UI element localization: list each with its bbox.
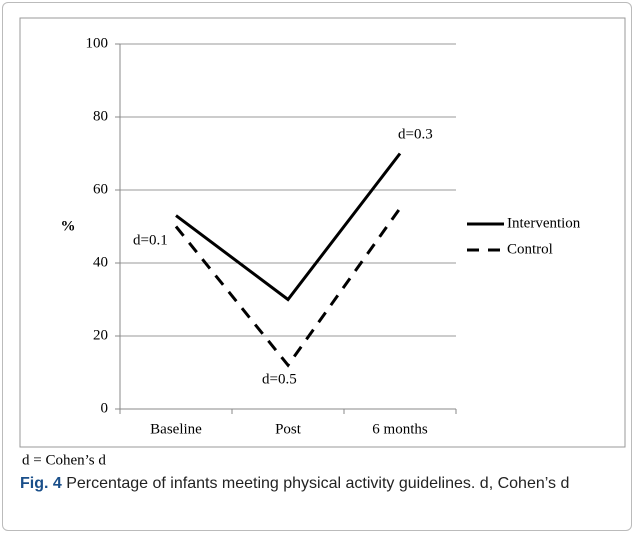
legend-label: Intervention (507, 215, 581, 231)
y-tick-label: 60 (93, 181, 108, 197)
y-tick-label: 100 (86, 35, 109, 51)
chart-border (19, 17, 626, 448)
annotation: d=0.3 (398, 126, 433, 142)
y-tick-label: 80 (93, 108, 108, 124)
annotation: d=0.5 (262, 371, 297, 387)
series-line (175, 152, 402, 302)
annotation: d=0.1 (133, 232, 168, 248)
x-tick-label: Baseline (150, 421, 202, 437)
y-axis-label: % (61, 218, 76, 234)
x-tick-label: 6 months (372, 421, 428, 437)
caption-label: Fig. 4 (20, 475, 62, 492)
footnote: d = Cohen’s d (22, 452, 106, 468)
y-tick-label: 40 (93, 254, 108, 270)
y-tick-label: 0 (101, 400, 109, 416)
caption-text: Percentage of infants meeting physical a… (66, 475, 570, 492)
x-tick-label: Post (275, 421, 302, 437)
series-line (174, 207, 402, 368)
figure-frame (2, 2, 632, 531)
legend-label: Control (507, 241, 553, 257)
chart: % d = Cohen’s d 0 20 40 60 80 100 Baseline Post… (19, 17, 626, 468)
caption: Fig. 4 Percentage of infants meeting phy… (20, 472, 620, 495)
y-tick-label: 20 (93, 327, 108, 343)
